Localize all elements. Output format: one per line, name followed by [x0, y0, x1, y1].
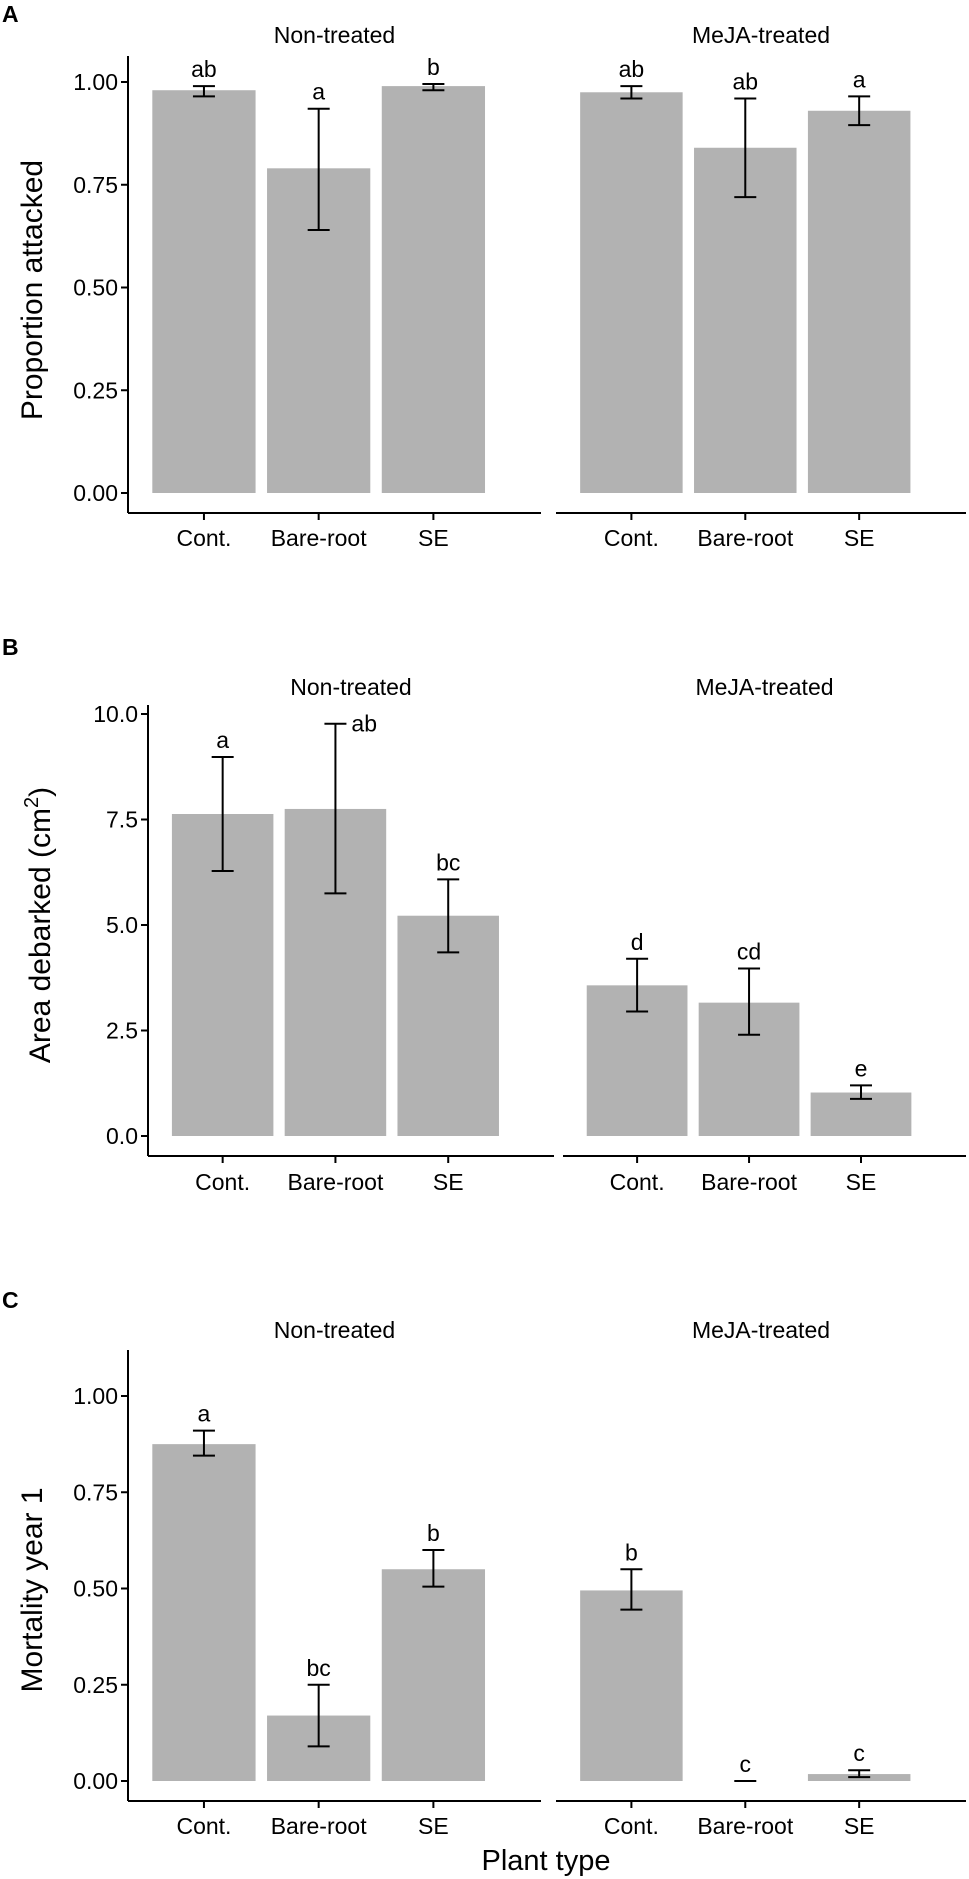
x-tick-label: Cont.	[610, 1169, 665, 1195]
x-tick-label: Cont.	[604, 525, 659, 551]
bar	[580, 92, 683, 494]
significance-letter: ab	[351, 711, 377, 737]
facet-title: Non-treated	[290, 674, 411, 700]
facet-title: MeJA-treated	[695, 674, 833, 700]
y-axis-title-text: Mortality year 1	[16, 1487, 49, 1692]
panel-c: C 0.00 0.25 0.50 0.75 1.00 Mortality year 1 Non…	[2, 1287, 966, 1877]
y-axis-title-text: Area debarked (cm	[24, 808, 57, 1063]
y-tick-label: 7.5	[106, 807, 138, 833]
y-tick-label: 0.50	[73, 275, 118, 301]
x-tick-label: SE	[844, 1813, 875, 1839]
significance-letter: d	[631, 929, 644, 955]
significance-letter: c	[740, 1751, 752, 1777]
y-tick-label: 0.75	[73, 172, 118, 198]
y-axis-title: Area debarked (cm2)	[21, 787, 57, 1063]
significance-letter: bc	[307, 1655, 331, 1681]
x-tick-label: Bare-root	[271, 525, 367, 551]
y-tick-label: 0.50	[73, 1576, 118, 1602]
y-tick-label: 0.25	[73, 377, 118, 403]
x-tick-label: Bare-root	[271, 1813, 367, 1839]
y-tick-label: 2.5	[106, 1018, 138, 1044]
x-tick-label: Bare-root	[697, 1813, 793, 1839]
x-tick-label: Bare-root	[701, 1169, 797, 1195]
x-tick-label: Cont.	[195, 1169, 250, 1195]
significance-letter: a	[216, 727, 229, 753]
facet-title: MeJA-treated	[692, 22, 830, 48]
x-tick-label: Cont.	[176, 1813, 231, 1839]
significance-letter: cd	[737, 938, 761, 964]
x-axis-title: Plant type	[482, 1845, 611, 1877]
significance-letter: a	[198, 1401, 211, 1427]
significance-letter: bc	[436, 849, 460, 875]
significance-letter: b	[625, 1539, 638, 1565]
significance-letter: b	[427, 54, 440, 80]
x-tick-label: SE	[844, 525, 875, 551]
y-axis-title: Mortality year 1	[16, 1487, 49, 1692]
significance-letter: c	[853, 1740, 865, 1766]
x-tick-label: SE	[433, 1169, 464, 1195]
facet-title: Non-treated	[274, 22, 395, 48]
panel-b: B 0.0 2.5 5.0 7.5 10.0 Area debarked (cm2) Non-…	[2, 634, 966, 1195]
x-tick-label: Cont.	[604, 1813, 659, 1839]
y-tick-label: 1.00	[73, 69, 118, 95]
bar	[580, 1590, 683, 1781]
bar	[381, 1569, 486, 1781]
facet-title: Non-treated	[274, 1317, 395, 1343]
y-tick-label: 1.00	[73, 1383, 118, 1409]
facet-title: MeJA-treated	[692, 1317, 830, 1343]
y-tick-label: 0.00	[73, 1768, 118, 1794]
x-tick-label: SE	[418, 1813, 449, 1839]
x-tick-label: SE	[846, 1169, 877, 1195]
y-axis-title-tail: )	[24, 787, 57, 797]
x-tick-label: Bare-root	[287, 1169, 383, 1195]
x-tick-label: SE	[418, 525, 449, 551]
y-axis-title-superscript: 2	[21, 797, 43, 808]
bar	[807, 110, 911, 494]
bar	[152, 1444, 256, 1781]
y-tick-label: 0.25	[73, 1672, 118, 1698]
significance-letter: ab	[619, 56, 645, 82]
significance-letter: ab	[732, 68, 758, 94]
significance-letter: a	[312, 79, 325, 105]
significance-letter: ab	[191, 56, 217, 82]
bar	[381, 86, 486, 494]
significance-letter: a	[853, 66, 866, 92]
x-tick-label: Cont.	[176, 525, 231, 551]
panel-letter: C	[2, 1287, 19, 1313]
significance-letter: e	[855, 1055, 868, 1081]
y-tick-label: 10.0	[93, 701, 138, 727]
significance-letter: b	[427, 1520, 440, 1546]
y-axis-title: Proportion attacked	[16, 160, 49, 420]
y-axis-title-text: Proportion attacked	[16, 160, 49, 420]
y-tick-label: 0.00	[73, 480, 118, 506]
y-tick-label: 0.0	[106, 1123, 138, 1149]
panel-letter: B	[2, 634, 19, 660]
x-tick-label: Bare-root	[697, 525, 793, 551]
panel-a: A 0.00 0.25 0.50 0.75 1.00 Proportion attacked…	[2, 1, 966, 551]
bar	[152, 90, 256, 493]
bar	[694, 147, 797, 493]
y-tick-label: 0.75	[73, 1479, 118, 1505]
y-tick-label: 5.0	[106, 912, 138, 938]
panel-letter: A	[2, 1, 19, 27]
